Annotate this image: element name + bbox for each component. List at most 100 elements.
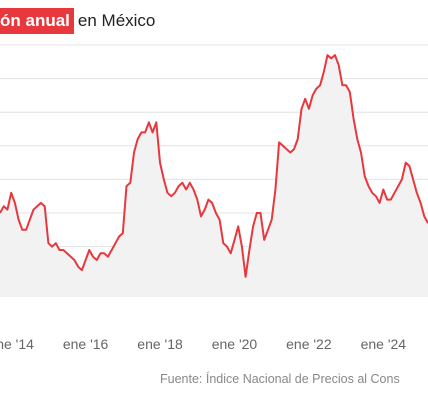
data-point <box>226 246 228 248</box>
data-point <box>200 215 202 217</box>
x-tick-label: ene '16 <box>63 336 109 352</box>
data-point <box>70 256 72 258</box>
data-point <box>245 276 247 278</box>
data-point <box>360 152 362 154</box>
data-point <box>126 185 128 187</box>
data-point <box>304 98 306 100</box>
data-point <box>330 57 332 59</box>
data-point <box>107 256 109 258</box>
data-point <box>379 202 381 204</box>
data-point <box>32 209 34 211</box>
data-point <box>51 246 53 248</box>
data-point <box>423 215 425 217</box>
data-point <box>315 88 317 90</box>
data-point <box>211 202 213 204</box>
data-point <box>174 192 176 194</box>
data-point <box>267 229 269 231</box>
x-axis-tick-labels: ene '14 ene '16 ene '18 ene '20 ene '22 ene '… <box>0 336 406 352</box>
data-point <box>401 178 403 180</box>
data-point <box>44 205 46 207</box>
data-point <box>163 178 165 180</box>
data-point <box>96 259 98 261</box>
data-point <box>144 131 146 133</box>
data-point <box>122 232 124 234</box>
data-point <box>3 205 5 207</box>
data-point <box>375 195 377 197</box>
data-point <box>73 259 75 261</box>
data-point <box>77 266 79 268</box>
data-point <box>40 202 42 204</box>
data-point <box>237 225 239 227</box>
data-point <box>25 229 27 231</box>
data-point <box>297 138 299 140</box>
data-point <box>386 199 388 201</box>
data-point <box>92 256 94 258</box>
data-point <box>241 246 243 248</box>
data-point <box>408 165 410 167</box>
data-point <box>278 141 280 143</box>
data-point <box>263 239 265 241</box>
data-point <box>341 84 343 86</box>
data-point <box>207 199 209 201</box>
data-point <box>204 209 206 211</box>
chart-title: ón anual en México <box>0 8 155 34</box>
data-point <box>300 108 302 110</box>
data-point <box>364 175 366 177</box>
data-point <box>323 71 325 73</box>
data-point <box>66 252 68 254</box>
data-point <box>371 192 373 194</box>
x-tick-label: ene '24 <box>361 336 407 352</box>
data-point <box>412 178 414 180</box>
data-point <box>293 148 295 150</box>
data-point <box>390 199 392 201</box>
data-point <box>185 188 187 190</box>
data-point <box>193 188 195 190</box>
data-point <box>170 195 172 197</box>
data-point <box>215 212 217 214</box>
x-tick-label: ene '20 <box>212 336 258 352</box>
data-point <box>289 152 291 154</box>
x-tick-label: ene '14 <box>0 336 34 352</box>
data-point <box>181 182 183 184</box>
data-point <box>81 269 83 271</box>
data-point <box>140 131 142 133</box>
data-point <box>137 138 139 140</box>
data-point <box>338 64 340 66</box>
data-point <box>405 162 407 164</box>
data-point <box>10 192 12 194</box>
data-point <box>88 249 90 251</box>
data-point <box>36 205 38 207</box>
data-point <box>166 192 168 194</box>
series-line <box>0 54 428 278</box>
data-point <box>103 252 105 254</box>
chart-title-highlight: ón anual <box>0 8 74 34</box>
data-point <box>178 185 180 187</box>
data-point <box>59 249 61 251</box>
data-point <box>148 121 150 123</box>
data-point <box>133 152 135 154</box>
x-tick-label: ene '18 <box>137 336 183 352</box>
data-point <box>353 118 355 120</box>
data-point <box>394 192 396 194</box>
data-point <box>356 138 358 140</box>
data-point <box>230 252 232 254</box>
data-point <box>114 242 116 244</box>
data-point <box>274 188 276 190</box>
data-point <box>85 259 87 261</box>
data-point <box>118 236 120 238</box>
data-point <box>189 182 191 184</box>
data-point <box>55 242 57 244</box>
data-point <box>367 185 369 187</box>
data-point <box>248 249 250 251</box>
data-point <box>155 121 157 123</box>
data-point <box>312 94 314 96</box>
data-point <box>420 202 422 204</box>
data-point <box>282 145 284 147</box>
data-point <box>319 84 321 86</box>
data-point <box>271 219 273 221</box>
data-point <box>397 185 399 187</box>
data-point <box>349 91 351 93</box>
data-point <box>286 148 288 150</box>
data-point <box>21 229 23 231</box>
data-point <box>382 188 384 190</box>
